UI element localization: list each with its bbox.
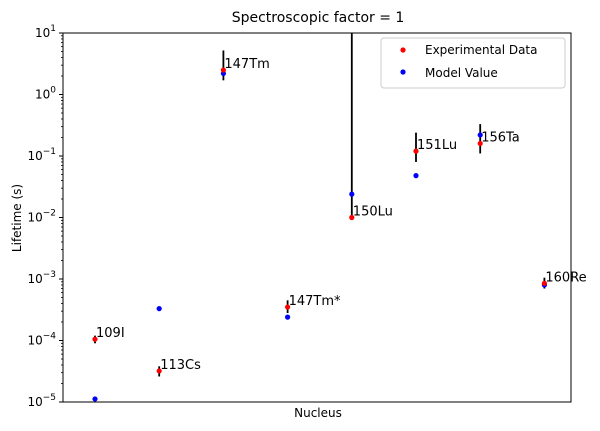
point-label-7: 160Re	[545, 270, 586, 285]
y-tick-label-base-3: 10	[27, 211, 42, 225]
model-point-0	[92, 396, 98, 402]
y-tick-label-base-2: 10	[27, 272, 42, 286]
y-tick-label-2: 10−3	[27, 270, 56, 286]
experimental-point-2	[220, 67, 226, 73]
experimental-point-5	[413, 148, 419, 154]
experimental-point-3	[285, 304, 291, 310]
experimental-point-4	[349, 214, 355, 221]
y-tick-label-4: 10−1	[27, 147, 56, 163]
y-tick-label-6: 101	[35, 24, 56, 40]
legend: Experimental Data Model Value	[380, 37, 566, 89]
experimental-point-6	[477, 140, 483, 147]
y-tick-label-base-5: 10	[35, 88, 50, 102]
y-tick-label-base-4: 10	[27, 149, 42, 163]
y-tick-label-0: 10−5	[27, 393, 56, 409]
model-point-4	[349, 191, 355, 197]
model-point-6	[477, 132, 483, 138]
y-tick-label-exp-5: 0	[50, 86, 56, 96]
y-tick-label-base-6: 10	[35, 26, 50, 40]
y-tick-label-1: 10−4	[27, 332, 56, 348]
legend-box	[380, 37, 566, 89]
y-tick-label-exp-6: 1	[50, 24, 56, 34]
y-tick-label-exp-2: −3	[43, 270, 56, 280]
chart-title: Spectroscopic factor = 1	[232, 10, 405, 26]
x-axis-label: Nucleus	[294, 406, 342, 420]
legend-marker-experimental	[400, 47, 406, 53]
experimental-point-0	[92, 336, 98, 342]
point-label-1: 113Cs	[160, 358, 201, 373]
y-tick-label-exp-0: −5	[43, 393, 56, 403]
y-tick-label-3: 10−2	[27, 209, 56, 225]
y-axis-label: Lifetime (s)	[10, 184, 24, 252]
y-tick-label-exp-3: −2	[43, 209, 56, 219]
model-point-1	[156, 306, 162, 312]
y-tick-label-5: 100	[35, 86, 56, 102]
point-label-5: 151Lu	[417, 138, 457, 153]
point-label-6: 156Ta	[481, 130, 520, 145]
plot-area: 109I 113Cs 147Tm 147Tm* 150Lu 151Lu 156Ta 160Re	[92, 33, 587, 402]
point-label-2: 147Tm	[224, 57, 269, 72]
experimental-point-1	[156, 368, 162, 374]
y-tick-label-base-1: 10	[27, 334, 42, 348]
point-label-4: 150Lu	[353, 205, 393, 220]
y-tick-label-exp-1: −4	[43, 332, 57, 342]
point-label-3: 147Tm*	[289, 294, 341, 309]
model-point-5	[413, 173, 419, 179]
legend-label-model: Model Value	[425, 66, 498, 80]
legend-marker-model	[400, 69, 406, 75]
legend-label-experimental: Experimental Data	[425, 43, 538, 57]
point-label-0: 109I	[96, 326, 125, 341]
y-tick-label-base-0: 10	[27, 395, 42, 409]
y-tick-label-exp-4: −1	[43, 147, 56, 157]
experimental-point-7	[541, 280, 548, 286]
model-point-3	[285, 314, 291, 320]
